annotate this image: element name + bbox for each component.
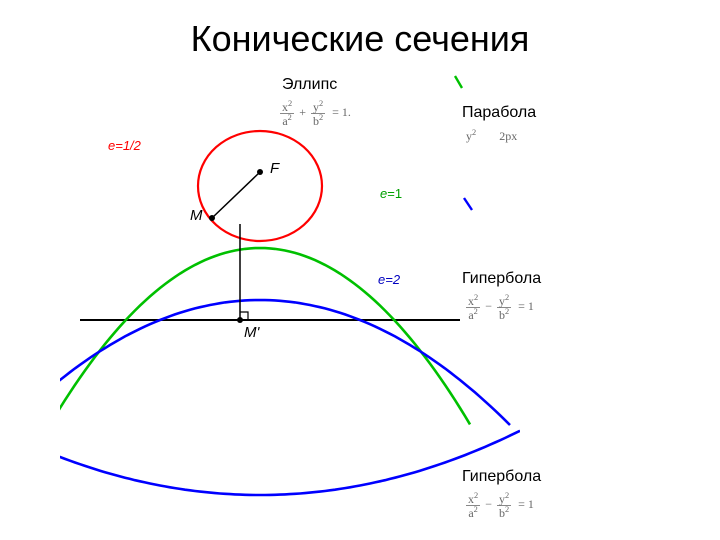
ellipse-curve — [198, 131, 322, 241]
tick-icon — [455, 76, 462, 88]
point-Mprime-label: M' — [244, 324, 259, 341]
hyperbola-formula-1: x2a2 − y2b2 = 1 — [466, 294, 534, 321]
hyperbola-lower-curve — [60, 431, 520, 495]
ellipse-formula: x2a2 + y2b2 = 1. — [280, 100, 351, 127]
point-M — [209, 215, 215, 221]
hyperbola-label-1: Гипербола — [462, 270, 541, 288]
hyperbola-label-2: Гипербола — [462, 468, 541, 486]
parabola-curve — [60, 248, 470, 424]
e-one-suffix: =1 — [387, 186, 402, 201]
page-title: Конические сечения — [0, 18, 720, 60]
ellipse-label: Эллипс — [282, 76, 337, 94]
parabola-label: Парабола — [462, 104, 536, 122]
e-two-label: e=2 — [378, 272, 400, 287]
point-M-label: M — [190, 207, 203, 224]
point-Mprime — [237, 317, 243, 323]
page-root: Конические сечения Эллипс Парабола Гипер… — [0, 0, 720, 540]
point-F — [257, 169, 263, 175]
tick-icon — [464, 198, 472, 210]
parabola-formula: y2 2px — [466, 128, 517, 144]
point-F-label: F — [270, 160, 279, 177]
e-half-label: e=1/2 — [108, 138, 141, 153]
e-one-label: e=1 — [380, 186, 402, 201]
hyperbola-formula-2: x2a2 − y2b2 = 1 — [466, 492, 534, 519]
segment-M-F — [212, 172, 260, 218]
